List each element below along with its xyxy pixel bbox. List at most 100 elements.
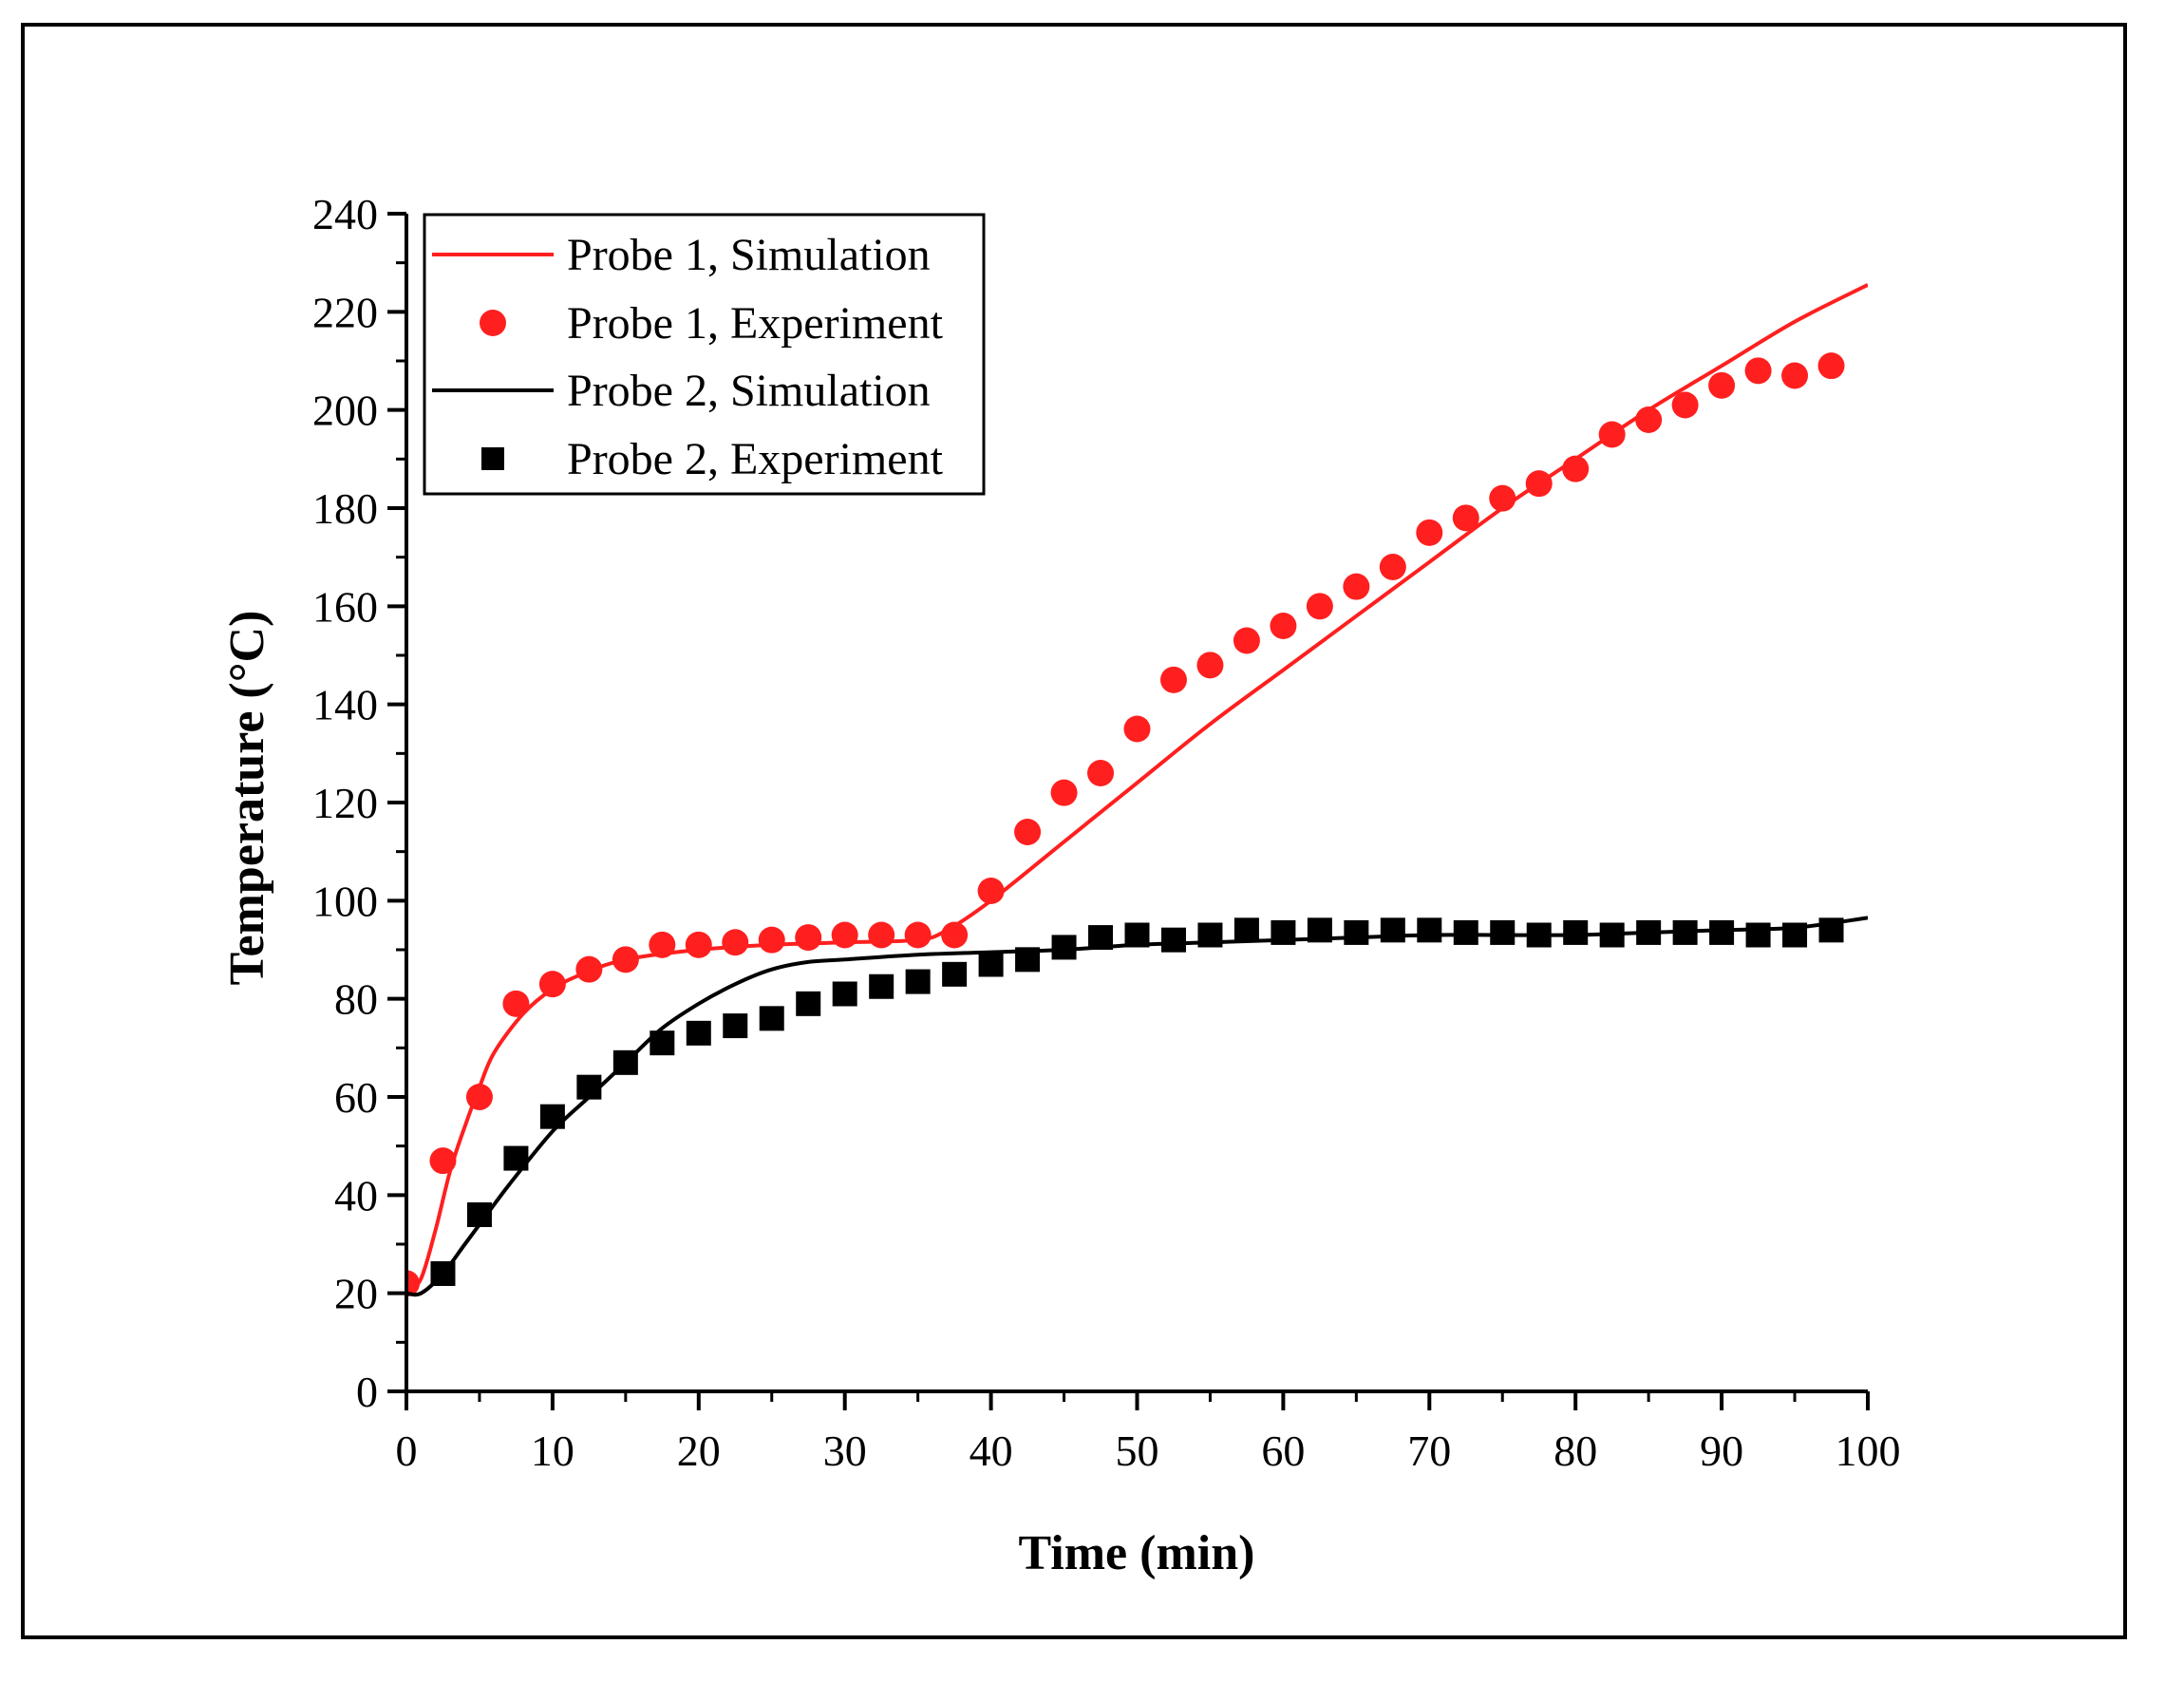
y-tick-label: 40 [334,1171,378,1219]
data-point [575,955,603,983]
figure-frame [21,23,2127,1639]
data-point [405,1270,420,1297]
y-tick-label: 200 [312,387,378,435]
data-point [723,1013,748,1039]
data-point [941,921,969,949]
y-tick-label: 240 [312,190,378,238]
x-tick-label: 20 [677,1427,721,1475]
y-tick-label: 20 [334,1270,378,1318]
x-tick-label: 30 [823,1427,867,1475]
data-point [1782,922,1808,948]
data-point [1489,484,1516,512]
x-tick-label: 100 [1836,1427,1901,1475]
x-tick-label: 60 [1261,1427,1305,1475]
data-point [1306,593,1333,620]
y-axis-ticks: 0 20 40 60 80 100 120 140 160 180 200 220 240 [312,190,406,1416]
data-point [869,973,894,999]
x-tick-label: 80 [1553,1427,1597,1475]
data-point [612,1049,638,1075]
data-point [1708,371,1736,399]
data-point [1233,627,1260,654]
data-point [1050,779,1078,806]
data-point [1196,652,1224,679]
data-point [466,1202,492,1227]
x-tick-label: 50 [1116,1427,1159,1475]
data-point [1160,927,1186,953]
data-point [1343,573,1370,600]
data-point [1380,917,1405,943]
data-point [1745,922,1771,948]
data-point [1271,919,1296,945]
data-point [942,961,968,987]
y-tick-label: 100 [312,877,378,925]
data-point [722,929,749,956]
data-point [1563,919,1589,945]
data-point [1124,922,1150,948]
data-point [1818,917,1844,943]
data-point [1015,947,1041,973]
data-point [1416,519,1443,546]
data-point [1051,935,1077,960]
data-point [1233,917,1259,943]
data-point [1744,357,1772,385]
data-point [429,1147,457,1175]
data-point [430,1261,456,1286]
data-point [759,1006,784,1031]
legend-label-probe1-experiment: Probe 1, Experiment [567,298,944,349]
x-tick-label: 10 [531,1427,574,1475]
data-point [1452,504,1479,532]
data-point [650,1030,675,1056]
data-point [1417,917,1442,943]
y-tick-label: 80 [334,975,378,1024]
data-point [1453,919,1478,945]
data-point [1379,554,1406,580]
series-points-probe-2-experiment [430,917,1844,1286]
x-tick-label: 90 [1700,1427,1743,1475]
data-point [977,878,1005,904]
legend-swatch-probe2-experiment [481,447,504,470]
x-axis-label: Time (min) [1019,1526,1255,1580]
data-point [1636,919,1662,945]
y-axis-label: Temperature (°C) [220,611,274,986]
x-tick-label: 0 [396,1427,418,1475]
x-axis-ticks: 0 10 20 30 40 50 60 70 80 90 100 [396,1391,1901,1475]
data-point [905,969,931,994]
data-point [1123,715,1151,743]
data-point [539,1104,565,1129]
data-point [612,946,639,973]
data-point [1709,919,1735,945]
data-point [1526,922,1552,948]
y-tick-label: 160 [312,582,378,631]
data-point [1307,917,1332,943]
data-point [1088,925,1114,951]
data-point [465,1084,493,1110]
x-tick-label: 70 [1407,1427,1451,1475]
legend-label-probe2-simulation: Probe 2, Simulation [567,366,931,416]
data-point [1781,362,1809,389]
plot-area: 0 10 20 30 40 50 60 70 80 90 100 0 20 40 60 80 100 120 14… [312,190,1901,1475]
data-point [1087,760,1115,786]
data-point [649,931,676,958]
data-point [1525,470,1553,498]
data-point [796,991,821,1016]
data-point [685,931,712,958]
data-point [832,981,857,1007]
legend-label-probe2-experiment: Probe 2, Experiment [567,434,944,484]
data-point [576,1074,602,1100]
data-point [1270,613,1297,639]
data-point [1014,819,1042,845]
data-point [1817,352,1845,380]
data-point [831,921,858,949]
data-point [1490,919,1516,945]
y-tick-label: 180 [312,484,378,533]
y-tick-label: 60 [334,1073,378,1122]
x-tick-label: 40 [970,1427,1013,1475]
data-point [795,924,822,952]
data-point [1672,919,1698,945]
data-point [503,1145,529,1171]
data-point [978,952,1004,977]
data-point [538,971,566,998]
series-line-probe-2-simulation [405,916,1868,1297]
legend: Probe 1, Simulation Probe 1, Experiment … [423,213,986,496]
